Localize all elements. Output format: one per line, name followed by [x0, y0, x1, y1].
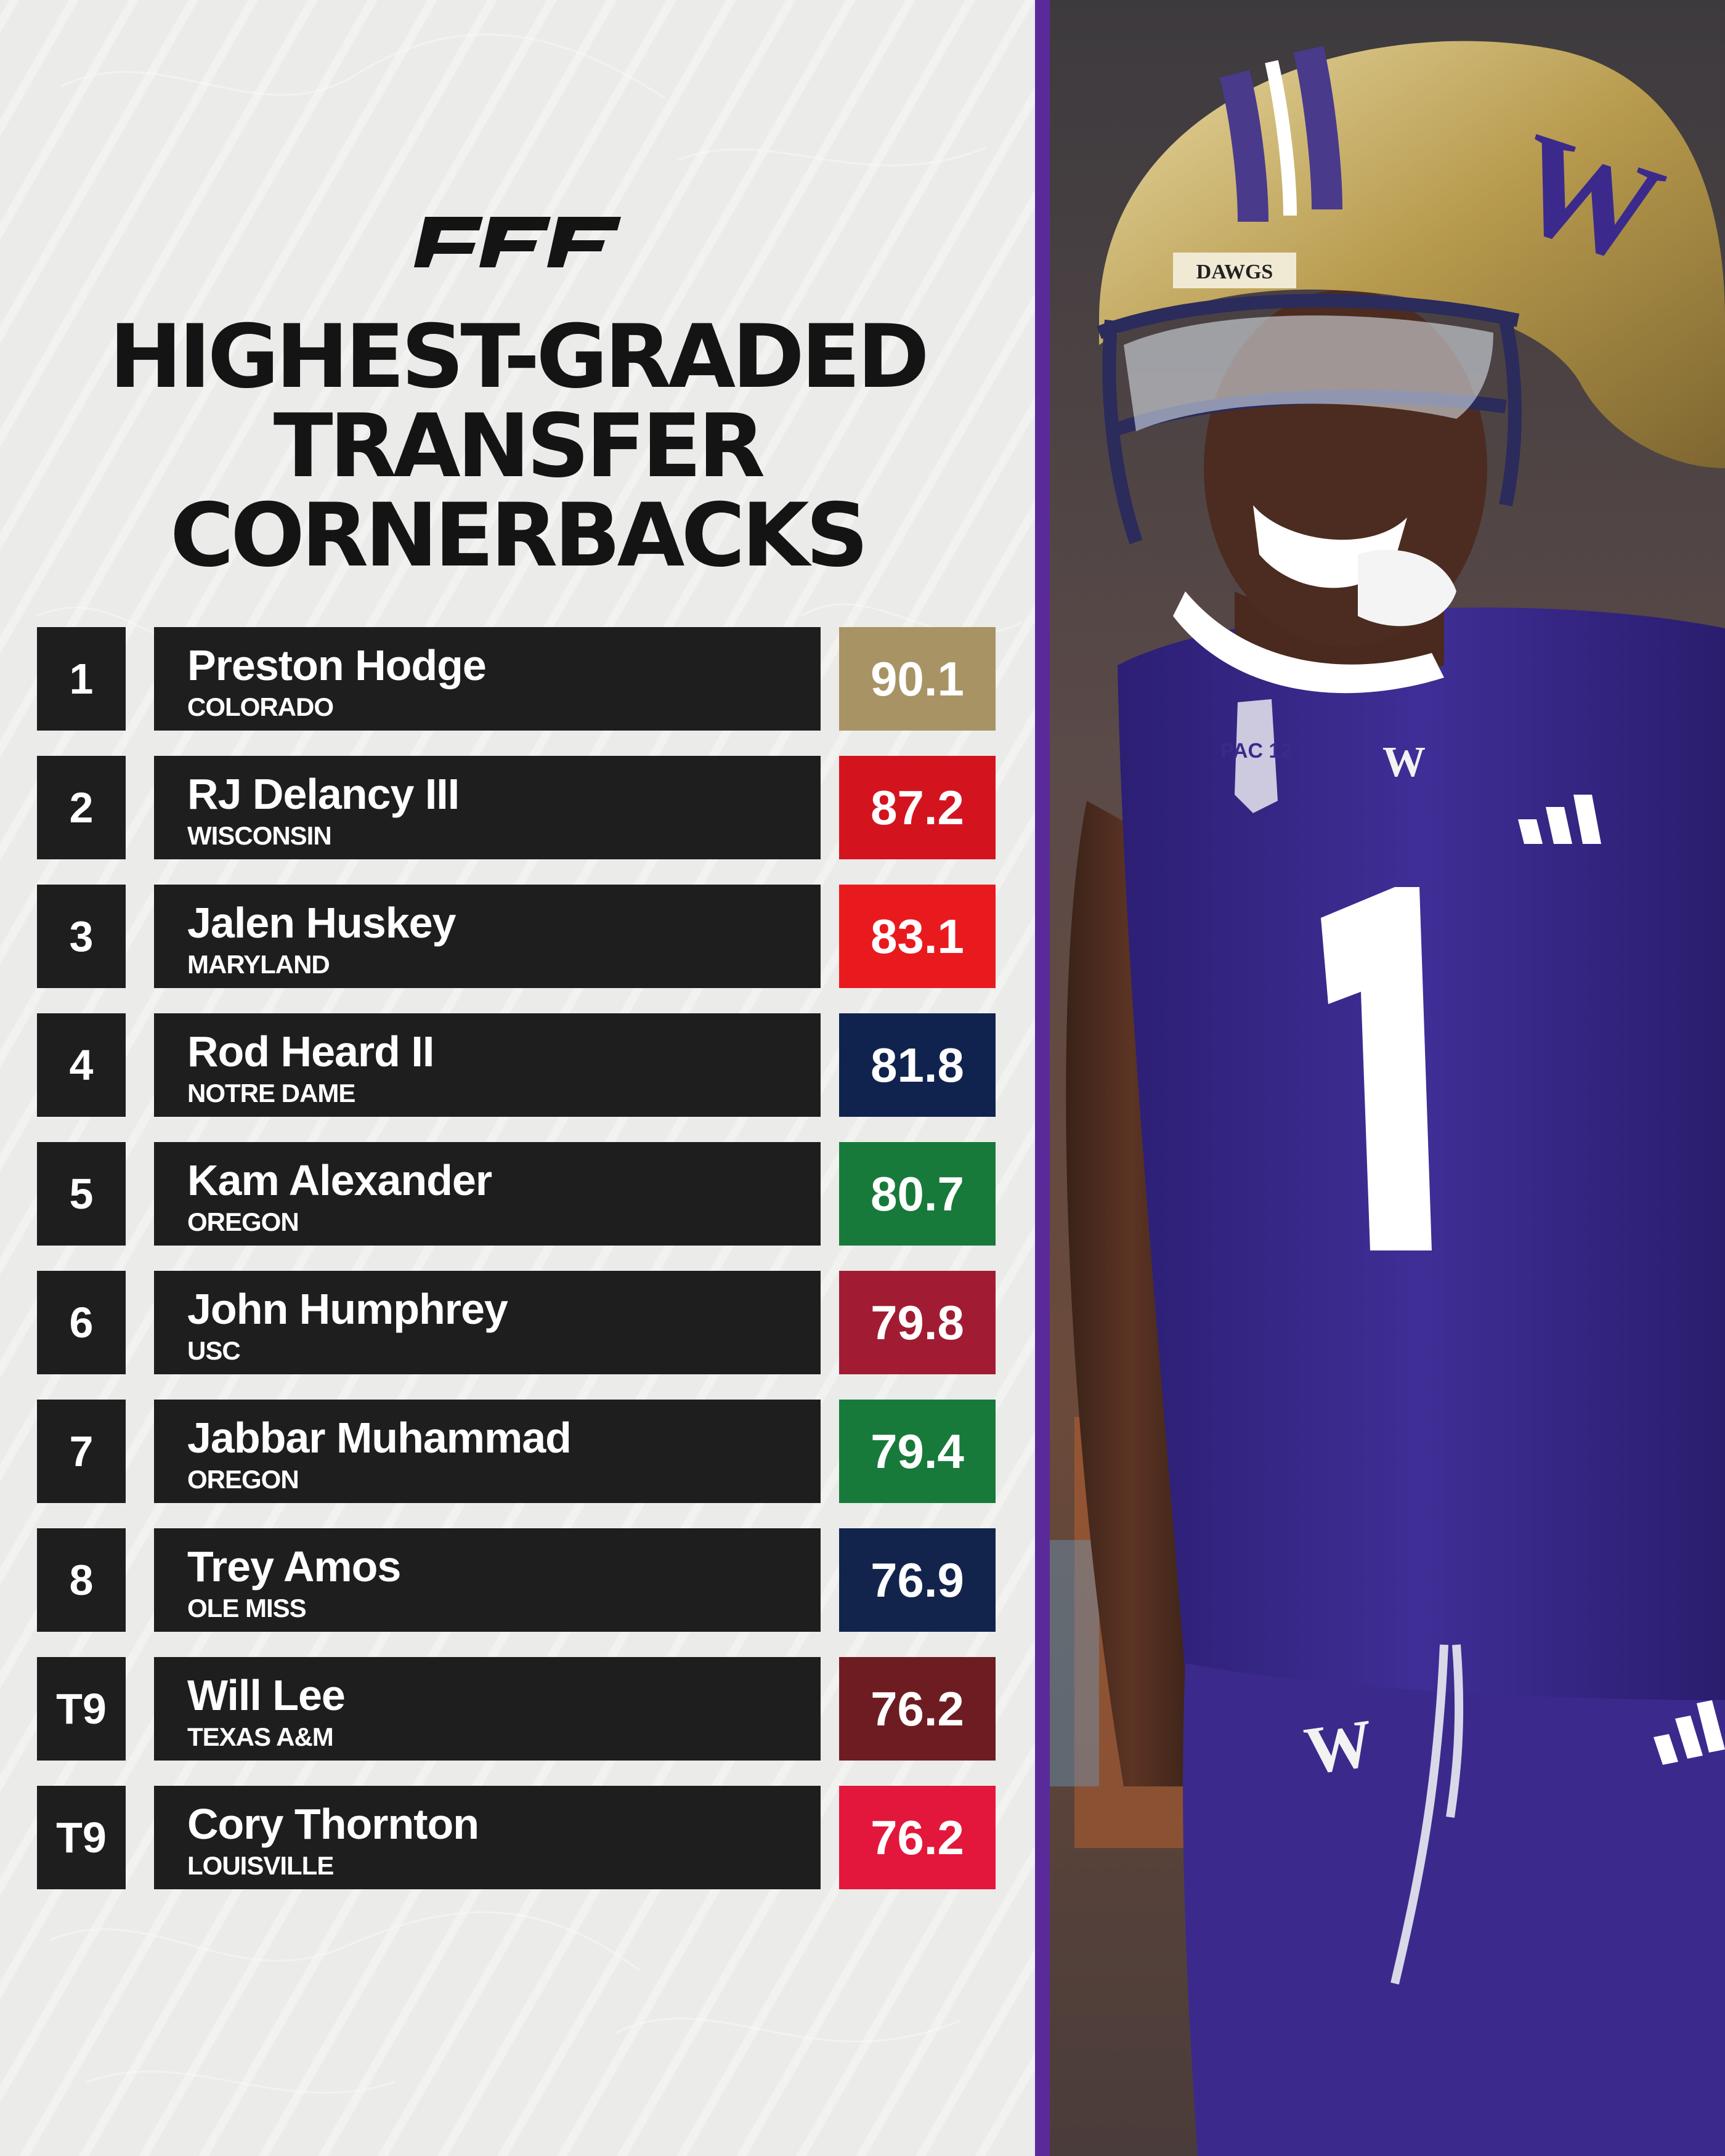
rank-number: 6 [37, 1271, 126, 1374]
helmet-bumper-text: DAWGS [1196, 261, 1273, 283]
player-card: Will Lee TEXAS A&M [154, 1657, 821, 1761]
title-line-3: CORNERBACKS [169, 485, 869, 586]
player-card: RJ Delancy III WISCONSIN [154, 756, 821, 859]
player-card: Jalen Huskey MARYLAND [154, 885, 821, 988]
player-school: COLORADO [187, 692, 334, 721]
rank-number: 8 [37, 1528, 126, 1632]
pants-logo: W [1300, 1705, 1378, 1789]
ranking-row: 6 John Humphrey USC 79.8 [0, 1271, 1035, 1374]
ranking-row: 4 Rod Heard II NOTRE DAME 81.8 [0, 1013, 1035, 1117]
rank-number: 1 [37, 627, 126, 731]
player-name: Will Lee [187, 1671, 346, 1719]
rank-number: T9 [37, 1786, 126, 1889]
ranking-row: 3 Jalen Huskey MARYLAND 83.1 [0, 885, 1035, 988]
player-school: OREGON [187, 1207, 299, 1236]
ranking-row: 8 Trey Amos OLE MISS 76.9 [0, 1528, 1035, 1632]
player-name: Rod Heard II [187, 1027, 434, 1076]
ranking-row: T9 Will Lee TEXAS A&M 76.2 [0, 1657, 1035, 1761]
grade-badge: 83.1 [839, 885, 996, 988]
player-photo: PAC 12 W W W DAWGS [1050, 0, 1725, 2156]
player-card: Trey Amos OLE MISS [154, 1528, 821, 1632]
player-name: Kam Alexander [187, 1156, 492, 1204]
grade-badge: 87.2 [839, 756, 996, 859]
player-illustration: PAC 12 W W W DAWGS [1050, 0, 1725, 2156]
title-line-1: HIGHEST-GRADED [109, 306, 930, 408]
player-name: John Humphrey [187, 1285, 508, 1333]
pff-logo [414, 217, 621, 267]
player-name: Jalen Huskey [187, 899, 456, 947]
ranking-row: 7 Jabbar Muhammad OREGON 79.4 [0, 1400, 1035, 1503]
grade-badge: 79.4 [839, 1400, 996, 1503]
title-line-2: TRANSFER [273, 395, 766, 497]
rank-number: 3 [37, 885, 126, 988]
player-name: Preston Hodge [187, 641, 487, 689]
rankings-panel: HIGHEST-GRADED TRANSFER CORNERBACKS 1 Pr… [0, 0, 1035, 2156]
player-school: MARYLAND [187, 950, 330, 979]
jersey-logo: W [1382, 739, 1426, 786]
grade-badge: 79.8 [839, 1271, 996, 1374]
player-name: Trey Amos [187, 1542, 401, 1591]
background-topography [0, 0, 1035, 2156]
rank-number: 4 [37, 1013, 126, 1117]
rank-number: 7 [37, 1400, 126, 1503]
ranking-row: T9 Cory Thornton LOUISVILLE 76.2 [0, 1786, 1035, 1889]
player-school: NOTRE DAME [187, 1079, 355, 1108]
grade-badge: 90.1 [839, 627, 996, 731]
player-card: Kam Alexander OREGON [154, 1142, 821, 1246]
player-card: Preston Hodge COLORADO [154, 627, 821, 731]
pac12-patch: PAC 12 [1220, 739, 1293, 763]
player-school: LOUISVILLE [187, 1851, 334, 1880]
rank-number: T9 [37, 1657, 126, 1761]
grade-badge: 81.8 [839, 1013, 996, 1117]
player-school: USC [187, 1336, 241, 1365]
rank-number: 5 [37, 1142, 126, 1246]
player-card: John Humphrey USC [154, 1271, 821, 1374]
grade-badge: 76.2 [839, 1657, 996, 1761]
panel-divider [1035, 0, 1050, 2156]
grade-badge: 76.2 [839, 1786, 996, 1889]
grade-badge: 80.7 [839, 1142, 996, 1246]
player-name: Cory Thornton [187, 1800, 479, 1848]
player-school: OLE MISS [187, 1594, 307, 1623]
player-name: RJ Delancy III [187, 770, 460, 818]
player-school: TEXAS A&M [187, 1722, 334, 1751]
player-card: Rod Heard II NOTRE DAME [154, 1013, 821, 1117]
ranking-row: 1 Preston Hodge COLORADO 90.1 [0, 627, 1035, 731]
player-school: OREGON [187, 1465, 299, 1494]
ranking-row: 5 Kam Alexander OREGON 80.7 [0, 1142, 1035, 1246]
player-name: Jabbar Muhammad [187, 1414, 572, 1462]
player-school: WISCONSIN [187, 821, 332, 850]
player-card: Jabbar Muhammad OREGON [154, 1400, 821, 1503]
rank-number: 2 [37, 756, 126, 859]
player-card: Cory Thornton LOUISVILLE [154, 1786, 821, 1889]
grade-badge: 76.9 [839, 1528, 996, 1632]
ranking-row: 2 RJ Delancy III WISCONSIN 87.2 [0, 756, 1035, 859]
